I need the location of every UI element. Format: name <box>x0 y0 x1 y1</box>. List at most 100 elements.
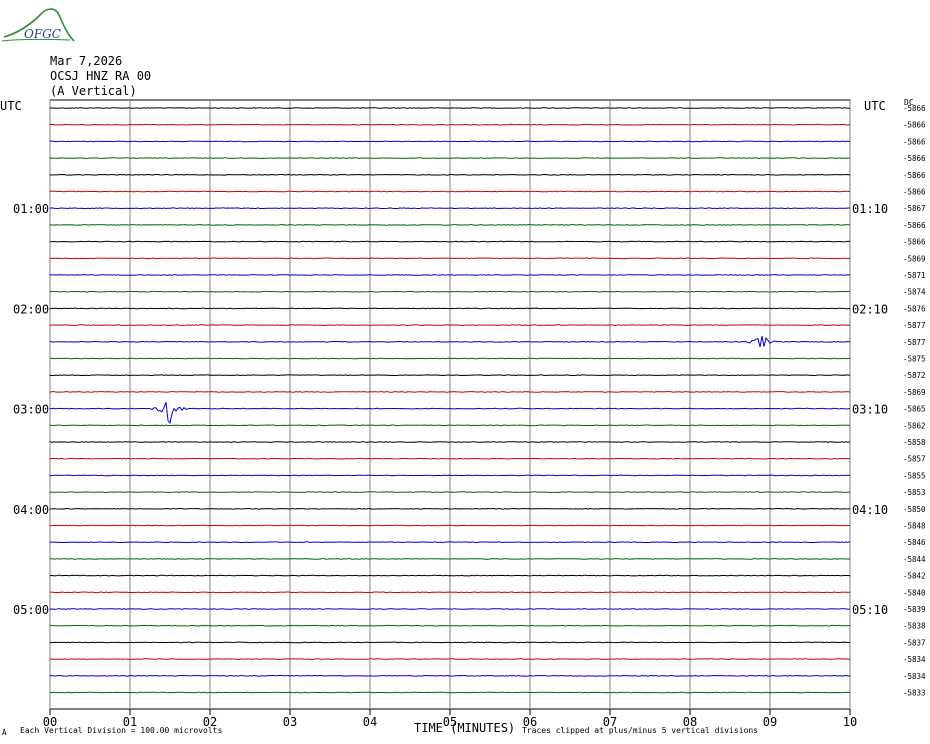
trace-23 <box>49 491 850 493</box>
dc-offset-label: -5874 <box>903 288 926 297</box>
right-hour-label: 03:10 <box>852 403 888 417</box>
trace-14 <box>49 336 850 348</box>
dc-offset-label: -5844 <box>903 555 926 564</box>
trace-24 <box>49 507 851 510</box>
dc-offset-label: -5876 <box>903 304 926 313</box>
dc-offset-label: -5848 <box>903 522 926 531</box>
clip-note: Traces clipped at plus/minus 5 vertical … <box>522 726 759 735</box>
trace-3 <box>49 157 851 159</box>
trace-2 <box>49 140 851 143</box>
trace-22 <box>49 474 851 477</box>
dc-offset-label: -5840 <box>903 588 926 597</box>
dc-offset-label: -5833 <box>903 689 926 698</box>
trace-27 <box>49 558 851 560</box>
x-axis-title: TIME (MINUTES) <box>414 721 516 735</box>
trace-18 <box>49 402 851 424</box>
date-label: Mar 7,2026 <box>50 54 123 68</box>
dc-offset-label: -5866 <box>903 104 926 113</box>
left-hour-label: 01:00 <box>13 202 49 216</box>
dc-offset-label: -5834 <box>903 655 926 664</box>
x-tick-label: 01 <box>123 715 137 729</box>
trace-30 <box>49 608 851 610</box>
trace-1 <box>49 123 851 126</box>
dc-offset-label: -5866 <box>903 188 926 197</box>
dc-offset-label: -5865 <box>903 405 926 414</box>
dc-offset-label: -5869 <box>903 254 926 263</box>
dc-offset-label: -5837 <box>903 638 926 647</box>
right-hour-label: 04:10 <box>852 503 888 517</box>
dc-offset-label: -5858 <box>903 438 926 447</box>
component-label: (A Vertical) <box>50 84 137 98</box>
logo-text: OFGC <box>24 27 61 41</box>
trace-8 <box>49 240 851 243</box>
corner-mark: A <box>2 728 7 737</box>
x-tick-label: 06 <box>523 715 537 729</box>
trace-26 <box>49 541 851 544</box>
trace-7 <box>49 224 851 226</box>
right-hour-label: 05:10 <box>852 603 888 617</box>
right-hour-label: 01:10 <box>852 202 888 216</box>
ofgc-logo: OFGC <box>1 8 75 42</box>
dc-offset-label: -5869 <box>903 388 926 397</box>
trace-32 <box>49 641 851 644</box>
dc-offset-label: -5857 <box>903 455 926 464</box>
x-tick-label: 10 <box>843 715 857 729</box>
x-tick-label: 09 <box>763 715 777 729</box>
dc-offset-label: -5867 <box>903 204 926 213</box>
dc-offset-label: -5853 <box>903 488 926 497</box>
trace-28 <box>49 574 851 577</box>
x-tick-label: 08 <box>683 715 697 729</box>
station-label: OCSJ HNZ RA 00 <box>50 69 152 83</box>
dc-offset-label: -5877 <box>903 338 926 347</box>
x-tick-label: 05 <box>443 715 457 729</box>
dc-offset-label: -5862 <box>903 421 926 430</box>
trace-31 <box>49 624 851 627</box>
trace-12 <box>49 307 851 310</box>
trace-11 <box>49 290 851 293</box>
trace-19 <box>49 424 851 427</box>
dc-offset-label: -5866 <box>903 137 926 146</box>
x-tick-label: 04 <box>363 715 377 729</box>
dc-offset-label: -5855 <box>903 471 926 480</box>
x-tick-label: 03 <box>283 715 297 729</box>
dc-offset-label: -5866 <box>903 238 926 247</box>
dc-offset-label: -5866 <box>903 171 926 180</box>
trace-15 <box>49 357 851 360</box>
utc-right-label: UTC <box>864 99 886 113</box>
left-hour-label: 04:00 <box>13 503 49 517</box>
trace-17 <box>49 391 851 393</box>
trace-16 <box>49 374 850 377</box>
trace-10 <box>49 274 851 276</box>
dc-offset-label: -5838 <box>903 622 926 631</box>
dc-offset-label: -5842 <box>903 572 926 581</box>
trace-4 <box>49 173 851 176</box>
trace-25 <box>49 524 851 527</box>
dc-label: DC <box>904 98 914 107</box>
dc-offset-label: -5846 <box>903 538 926 547</box>
trace-21 <box>49 457 851 460</box>
trace-33 <box>49 658 851 660</box>
dc-offset-label: -5866 <box>903 221 926 230</box>
trace-35 <box>49 691 851 694</box>
dc-offset-label: -5834 <box>903 672 926 681</box>
x-tick-label: 07 <box>603 715 617 729</box>
dc-offset-label: -5872 <box>903 371 926 380</box>
dc-offset-label: -5871 <box>903 271 926 280</box>
dc-offset-label: -5839 <box>903 605 926 614</box>
trace-29 <box>49 591 851 594</box>
trace-0 <box>49 107 851 109</box>
left-hour-label: 02:00 <box>13 302 49 316</box>
trace-20 <box>49 441 851 443</box>
left-hour-label: 05:00 <box>13 603 49 617</box>
x-tick-label: 00 <box>43 715 57 729</box>
trace-34 <box>49 674 851 677</box>
left-hour-label: 03:00 <box>13 403 49 417</box>
dc-offset-label: -5866 <box>903 121 926 130</box>
scale-note: Each Vertical Division = 100.00 microvol… <box>20 726 223 735</box>
dc-offset-label: -5875 <box>903 355 926 364</box>
dc-offset-label: -5866 <box>903 154 926 163</box>
trace-9 <box>49 257 851 260</box>
right-hour-label: 02:10 <box>852 302 888 316</box>
utc-left-label: UTC <box>0 99 22 113</box>
